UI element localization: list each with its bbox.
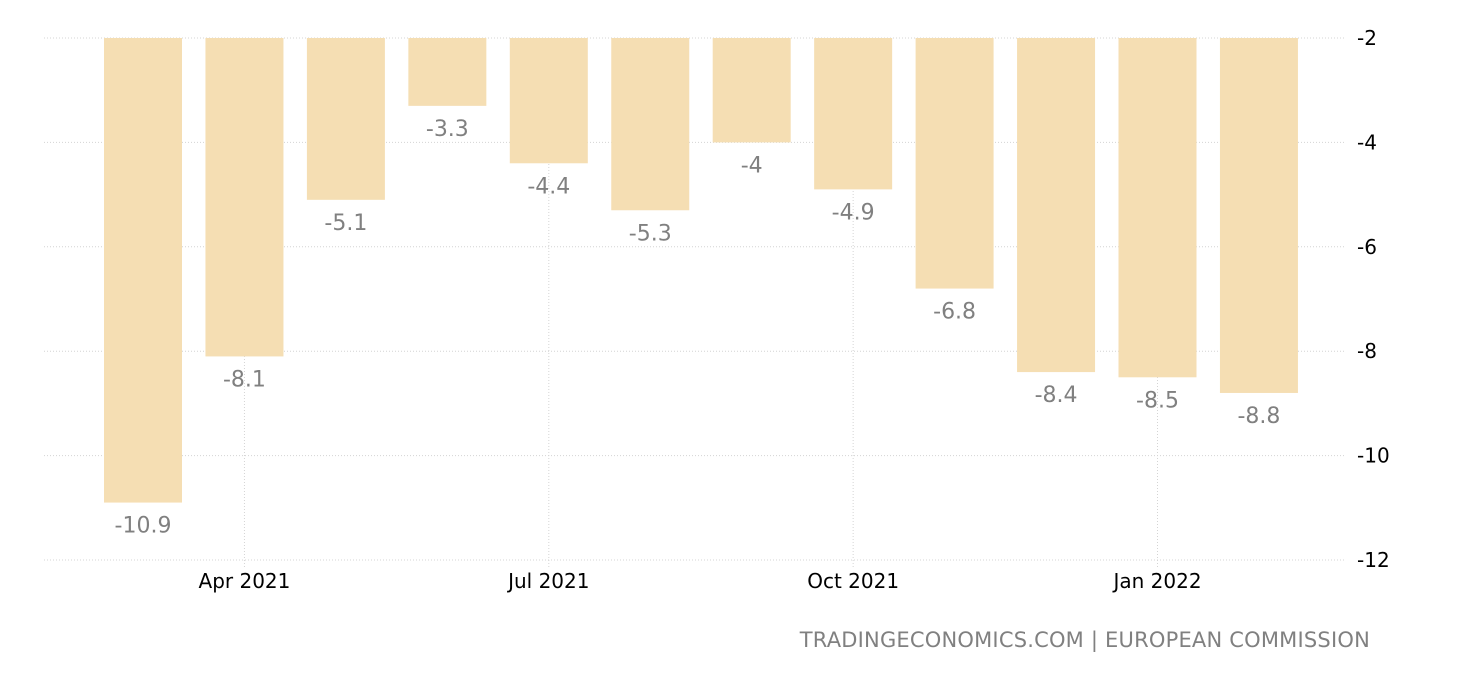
y-tick-label: -4: [1357, 130, 1377, 154]
bar: [104, 38, 182, 503]
y-axis-tick-labels: -2 -4 -6 -8 -10 -12: [1357, 26, 1390, 572]
data-label: -5.3: [629, 221, 672, 246]
bar: [915, 38, 994, 289]
bar: [205, 38, 284, 357]
bar: [1017, 38, 1096, 373]
x-tick-label: Apr 2021: [199, 569, 291, 593]
y-tick-label: -12: [1357, 548, 1390, 572]
data-label: -5.1: [324, 211, 367, 236]
data-label: -10.9: [115, 514, 172, 539]
data-label: -4: [741, 153, 763, 178]
x-tick-label: Oct 2021: [807, 569, 899, 593]
data-labels: -10.9 -8.1 -5.1 -3.3 -4.4 -5.3 -4 -4.9 -6.8 -8.4 -…: [115, 117, 1281, 539]
y-tick-label: -2: [1357, 26, 1377, 50]
bar: [712, 38, 791, 143]
data-label: -8.8: [1237, 404, 1280, 429]
x-tick-label: Jul 2021: [506, 569, 589, 593]
bars: [104, 38, 1298, 503]
bar: [408, 38, 487, 106]
bar: [306, 38, 385, 200]
data-label: -6.8: [933, 300, 976, 325]
y-tick-label: -10: [1357, 444, 1390, 468]
bar: [1118, 38, 1197, 378]
bar: [611, 38, 690, 211]
bar: [509, 38, 588, 164]
data-label: -4.4: [527, 174, 570, 199]
x-axis-tick-labels: Apr 2021 Jul 2021 Oct 2021 Jan 2022: [199, 569, 1202, 593]
y-tick-label: -6: [1357, 235, 1377, 259]
data-label: -4.9: [832, 200, 875, 225]
bar: [814, 38, 893, 190]
x-tick-label: Jan 2022: [1111, 569, 1201, 593]
source-attribution: TRADINGECONOMICS.COM | EUROPEAN COMMISSI…: [799, 628, 1370, 652]
data-label: -8.5: [1136, 388, 1179, 413]
data-label: -8.4: [1035, 383, 1078, 408]
data-label: -8.1: [223, 367, 266, 392]
data-label: -3.3: [426, 117, 469, 142]
bar: [1219, 38, 1298, 393]
y-tick-label: -8: [1357, 339, 1377, 363]
